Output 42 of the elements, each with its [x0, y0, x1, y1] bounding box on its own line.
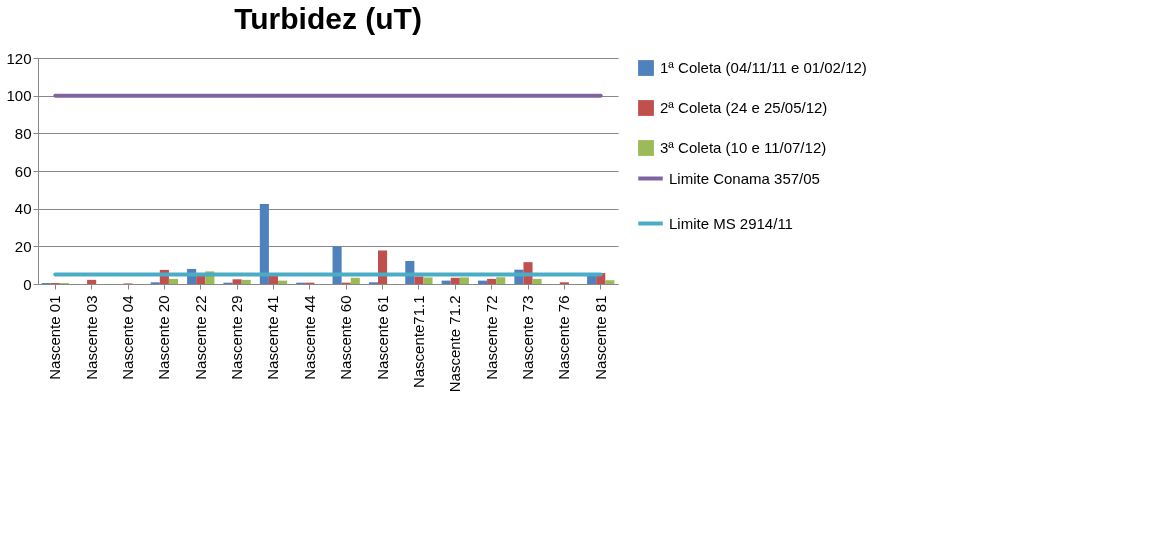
x-tick-label: Nascente 44	[300, 295, 318, 380]
x-tick-label: Nascente 20	[155, 295, 173, 380]
x-tick-label: Nascente 01	[46, 295, 64, 380]
bar	[423, 277, 433, 284]
x-tick-label: Nascente 73	[519, 295, 536, 380]
bar	[487, 278, 497, 284]
bar	[350, 277, 360, 284]
y-tick-label: 120	[6, 49, 32, 67]
y-tick-label: 20	[14, 237, 32, 255]
x-tick-label: Nascente 41	[264, 295, 282, 380]
x-tick-label: Nascente 61	[373, 295, 391, 380]
legend-label: 1ª Coleta (04/11/11 e 01/02/12)	[660, 59, 867, 76]
x-tick-label: Nascente 04	[119, 295, 136, 380]
x-tick-label: Nascente 72	[482, 295, 500, 380]
x-tick-label: Nascente 71.2	[446, 295, 464, 393]
legend-label: Limite MS 2914/11	[669, 214, 793, 232]
bar	[532, 278, 542, 284]
legend-label: 2ª Coleta (24 e 25/05/12)	[660, 99, 828, 116]
bar	[87, 279, 97, 284]
bar	[259, 203, 269, 284]
x-tick-label: Nascente 81	[591, 295, 609, 380]
bar	[459, 277, 469, 284]
x-tick-label: Nascente71.1	[409, 295, 427, 389]
y-tick-label: 60	[14, 162, 32, 180]
y-tick-label: 80	[14, 124, 32, 142]
legend-label: Limite Conama 357/05	[669, 169, 820, 187]
legend-label: 3ª Coleta (10 e 11/07/12)	[660, 139, 827, 156]
bar	[450, 277, 460, 284]
x-tick-label: Nascente 22	[191, 295, 209, 380]
y-tick-label: 0	[23, 275, 32, 293]
x-tick-label: Nascente 76	[555, 295, 573, 380]
bar	[496, 277, 506, 284]
x-tick-label: Nascente 03	[82, 295, 100, 380]
bar	[168, 278, 178, 284]
chart-title: Turbidez (uT)	[234, 2, 422, 35]
y-tick-label: 40	[14, 200, 32, 218]
x-tick-label: Nascente 29	[228, 295, 246, 380]
bar	[232, 279, 242, 284]
bar	[605, 280, 615, 284]
y-tick-label: 100	[6, 87, 32, 105]
x-tick-label: Nascente 60	[337, 295, 355, 380]
bar	[241, 279, 251, 284]
